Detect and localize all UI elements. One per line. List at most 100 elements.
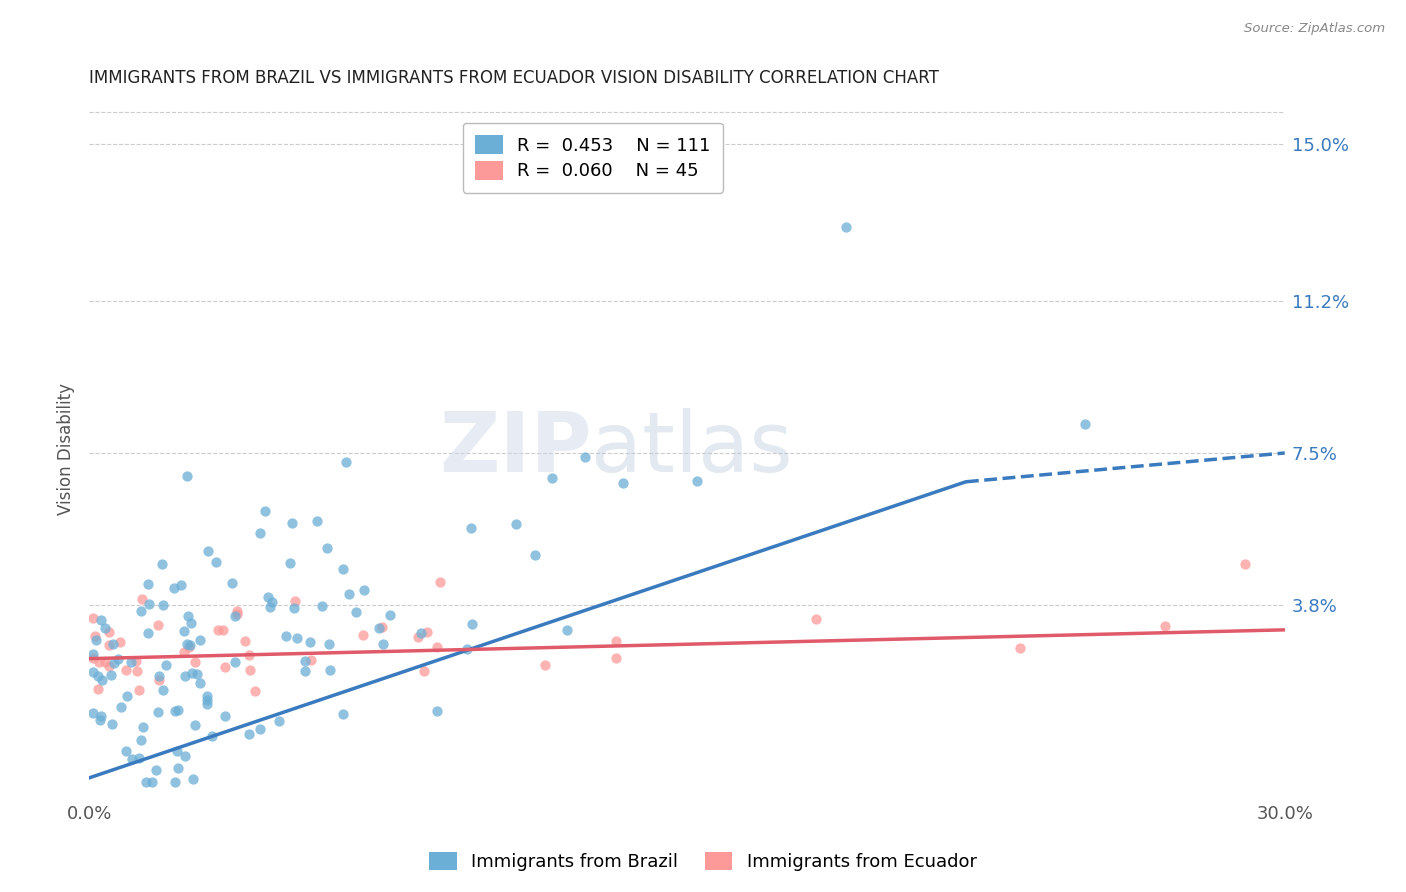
Point — [280, 516, 302, 530]
Point — [226, 604, 249, 618]
Point — [332, 562, 354, 576]
Point — [319, 664, 342, 678]
Point — [257, 590, 280, 604]
Point — [87, 669, 110, 683]
Point — [224, 609, 246, 624]
Point — [197, 544, 219, 558]
Point — [94, 656, 117, 670]
Point — [411, 625, 433, 640]
Point — [201, 729, 224, 743]
Point — [173, 624, 195, 638]
Point — [835, 219, 858, 234]
Point — [84, 629, 107, 643]
Point — [412, 664, 434, 678]
Point — [195, 693, 218, 707]
Point — [605, 634, 627, 648]
Point — [353, 582, 375, 597]
Point — [224, 655, 246, 669]
Point — [456, 641, 478, 656]
Point — [238, 727, 260, 741]
Point — [605, 651, 627, 665]
Point — [173, 645, 195, 659]
Point — [131, 591, 153, 606]
Point — [205, 555, 228, 569]
Point — [110, 699, 132, 714]
Point — [174, 749, 197, 764]
Point — [368, 621, 391, 635]
Point — [337, 587, 360, 601]
Point — [128, 683, 150, 698]
Point — [534, 658, 557, 673]
Point — [128, 751, 150, 765]
Point — [100, 668, 122, 682]
Point — [179, 638, 201, 652]
Point — [120, 655, 142, 669]
Point — [129, 604, 152, 618]
Point — [804, 612, 827, 626]
Point — [299, 635, 322, 649]
Point — [166, 761, 188, 775]
Point — [167, 703, 190, 717]
Point — [93, 621, 115, 635]
Point — [129, 733, 152, 747]
Point — [195, 689, 218, 703]
Point — [299, 653, 322, 667]
Point — [121, 752, 143, 766]
Point — [170, 577, 193, 591]
Point — [540, 471, 562, 485]
Point — [524, 548, 547, 562]
Point — [294, 654, 316, 668]
Point — [294, 665, 316, 679]
Point — [686, 474, 709, 488]
Point — [207, 624, 229, 638]
Point — [318, 637, 340, 651]
Point — [226, 607, 249, 622]
Point — [176, 469, 198, 483]
Point — [82, 706, 104, 720]
Point — [148, 669, 170, 683]
Point — [117, 689, 139, 703]
Point — [114, 744, 136, 758]
Point — [335, 455, 357, 469]
Point — [152, 598, 174, 612]
Point — [148, 673, 170, 688]
Point — [285, 631, 308, 645]
Point — [150, 557, 173, 571]
Point — [82, 611, 104, 625]
Point — [176, 637, 198, 651]
Point — [98, 624, 121, 639]
Point — [274, 629, 297, 643]
Point — [90, 673, 112, 687]
Point — [163, 581, 186, 595]
Point — [181, 666, 204, 681]
Point — [311, 599, 333, 614]
Point — [82, 665, 104, 679]
Point — [195, 697, 218, 711]
Point — [284, 593, 307, 607]
Point — [254, 504, 277, 518]
Point — [155, 658, 177, 673]
Point — [233, 634, 256, 648]
Point — [1233, 557, 1256, 571]
Point — [184, 718, 207, 732]
Point — [249, 525, 271, 540]
Point — [107, 652, 129, 666]
Point — [181, 772, 204, 786]
Point — [371, 620, 394, 634]
Point — [174, 669, 197, 683]
Point — [371, 637, 394, 651]
Point — [87, 655, 110, 669]
Point — [305, 514, 328, 528]
Point — [90, 709, 112, 723]
Point — [125, 664, 148, 678]
Point — [141, 775, 163, 789]
Point — [188, 632, 211, 647]
Point — [612, 475, 634, 490]
Point — [138, 597, 160, 611]
Point — [108, 635, 131, 649]
Point — [280, 556, 302, 570]
Point — [555, 623, 578, 637]
Point — [152, 683, 174, 698]
Point — [406, 630, 429, 644]
Point — [89, 714, 111, 728]
